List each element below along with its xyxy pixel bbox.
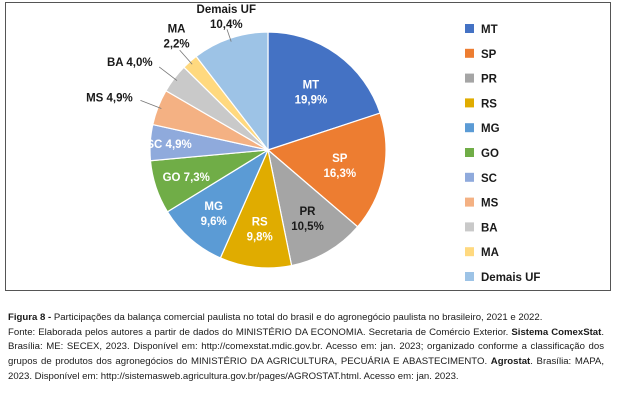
legend-label-ma: MA (481, 247, 499, 259)
slice-value-pr: 10,5% (291, 221, 324, 233)
source-bold-2: Agrostat (490, 356, 531, 368)
source-text-1: Fonte: Elaborada pelos autores a partir … (8, 326, 512, 338)
slice-label-pr: PR (300, 206, 317, 218)
pie-slice-mt (267, 31, 381, 151)
legend-label-pr: PR (481, 74, 498, 86)
legend-swatch-ba (465, 222, 474, 232)
legend-swatch-sp (465, 48, 474, 58)
slice-label-mt: MT (303, 80, 320, 92)
legend-swatch-mt (465, 24, 474, 33)
legend-label-go: GO (481, 148, 499, 160)
slice-label-sc: SC 4,9% (146, 139, 191, 151)
caption-title: Figura 8 - Participações da balança come… (8, 311, 604, 326)
slice-value-mg: 9,6% (201, 216, 227, 228)
source-bold-1: Sistema ComexStat (511, 326, 602, 338)
legend-label-sc: SC (481, 173, 497, 185)
source-text-2: . Brasília: ME: SECEX, 2023. Disponível … (8, 326, 604, 368)
slice-labels: MT 19,9% SP 16,3% PR 10,5% RS 9,8% MG 9,6% GO 7,3%… (86, 4, 356, 243)
figure-caption: Figura 8 - Participações da balança come… (8, 311, 604, 385)
slice-label-demais-uf: Demais UF (197, 4, 256, 16)
legend-swatch-pr (465, 73, 474, 83)
pie-slice-rs (219, 148, 293, 269)
legend-label-sp: SP (481, 49, 497, 61)
legend-label-mt: MT (481, 24, 498, 36)
slice-value-ma: 2,2% (163, 39, 189, 51)
pie-chart: MT 19,9% SP 16,3% PR 10,5% RS 9,8% MG 9,6% GO 7,3%… (86, 4, 540, 284)
slice-label-ms: MS 4,9% (86, 92, 133, 104)
legend-swatch-go (465, 148, 474, 157)
legend-swatch-mg (465, 123, 474, 133)
slice-label-ma: MA (168, 24, 186, 36)
legend: MT SP PR RS MG GO SC MS BA MA Demais UF (465, 24, 540, 284)
legend-swatch-demais-uf (465, 272, 474, 281)
legend-label-ba: BA (481, 222, 498, 234)
legend-swatch-ma (465, 247, 474, 257)
leader-lines (140, 29, 232, 109)
slice-value-demais-uf: 10,4% (210, 19, 243, 31)
slice-value-sp: 16,3% (323, 168, 356, 180)
slice-label-sp: SP (332, 153, 348, 165)
slice-label-ba: BA 4,0% (107, 57, 153, 69)
legend-swatch-rs (465, 98, 474, 108)
leader-line-demais-uf (226, 29, 232, 42)
slice-label-go: GO 7,3% (163, 172, 210, 184)
figure-label: Figura 8 - (8, 312, 52, 323)
leader-line-ms (140, 99, 162, 109)
slice-value-rs: 9,8% (247, 231, 273, 243)
leader-line-ma (179, 49, 193, 65)
legend-label-mg: MG (481, 123, 500, 135)
pie-slice-pr (267, 148, 359, 267)
slice-label-rs: RS (252, 216, 268, 228)
legend-label-demais-uf: Demais UF (481, 272, 540, 284)
pie-slice-sp (266, 112, 387, 228)
figure-text: Participações da balança comercial pauli… (51, 312, 543, 323)
slice-label-mg: MG (204, 201, 223, 213)
leader-line-ba (158, 66, 178, 81)
slice-value-mt: 19,9% (295, 95, 328, 107)
source-text-3: . Brasília: MAPA, 2023. Disponível em: h… (8, 356, 604, 382)
legend-swatch-ms (465, 197, 474, 207)
legend-label-ms: MS (481, 198, 499, 210)
legend-label-rs: RS (481, 98, 497, 110)
legend-swatch-sc (465, 172, 474, 182)
pie-slices (149, 31, 387, 269)
caption-source: Fonte: Elaborada pelos autores a partir … (8, 326, 604, 385)
